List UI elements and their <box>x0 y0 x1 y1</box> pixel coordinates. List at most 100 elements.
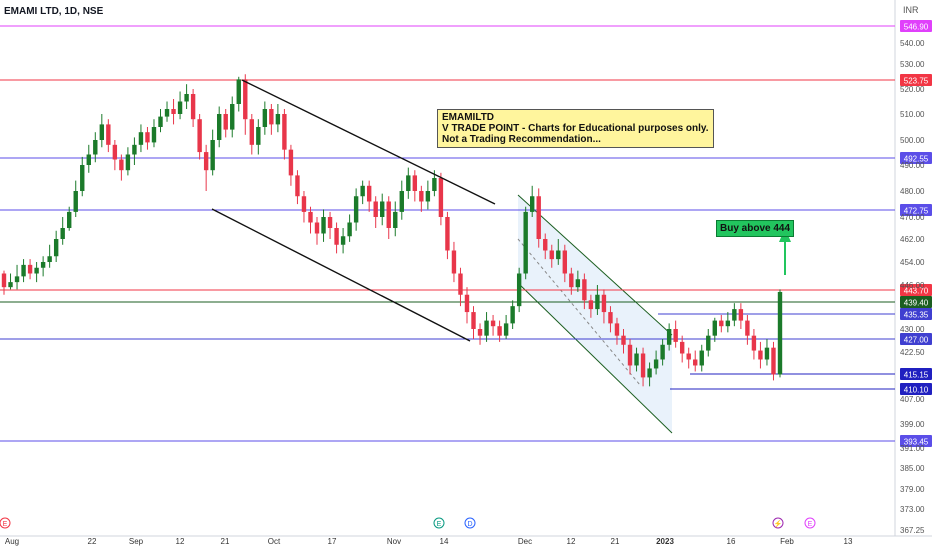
candle-body-94[interactable] <box>614 323 620 336</box>
candle-body-55[interactable] <box>360 185 365 197</box>
candle-body-87[interactable] <box>569 273 574 288</box>
buy-signal-label[interactable]: Buy above 444 <box>716 220 795 237</box>
candle-body-91[interactable] <box>595 294 600 310</box>
candle-body-100[interactable] <box>653 359 659 369</box>
candle-body-47[interactable] <box>308 211 313 223</box>
candle-body-93[interactable] <box>608 312 613 324</box>
event-marker-1[interactable] <box>433 517 445 529</box>
candle-body-44[interactable] <box>288 149 294 176</box>
candle-body-73[interactable] <box>477 329 483 336</box>
candle-body-25[interactable] <box>164 109 170 117</box>
candle-body-66[interactable] <box>432 178 437 191</box>
candle-body-69[interactable] <box>451 250 457 274</box>
candle-body-110[interactable] <box>719 320 724 327</box>
candle-body-59[interactable] <box>386 201 391 228</box>
trendline-upper[interactable] <box>241 79 496 205</box>
candle-body-58[interactable] <box>380 201 385 217</box>
candle-body-46[interactable] <box>301 196 307 212</box>
candle-body-108[interactable] <box>706 335 711 351</box>
candle-body-41[interactable] <box>269 109 274 125</box>
candle-body-71[interactable] <box>464 294 470 313</box>
event-marker-2[interactable] <box>464 517 476 529</box>
candle-body-27[interactable] <box>177 101 183 115</box>
candle-body-79[interactable] <box>516 273 522 307</box>
candle-body-82[interactable] <box>536 196 541 239</box>
candle-body-24[interactable] <box>158 116 163 127</box>
candle-body-57[interactable] <box>373 201 378 217</box>
candle-body-29[interactable] <box>190 94 196 120</box>
candle-body-36[interactable] <box>236 79 241 104</box>
candle-body-9[interactable] <box>60 228 65 239</box>
candle-body-104[interactable] <box>679 341 685 354</box>
candle-body-119[interactable] <box>777 291 783 375</box>
candle-body-85[interactable] <box>556 250 561 260</box>
candle-body-21[interactable] <box>138 132 144 145</box>
candle-body-35[interactable] <box>230 104 235 130</box>
candle-body-6[interactable] <box>40 262 46 268</box>
candle-body-28[interactable] <box>184 94 189 102</box>
candle-body-96[interactable] <box>627 344 633 366</box>
candle-body-1[interactable] <box>8 282 13 288</box>
candle-body-115[interactable] <box>751 335 757 351</box>
candle-body-117[interactable] <box>764 347 770 360</box>
candle-body-32[interactable] <box>210 140 215 171</box>
candle-body-19[interactable] <box>125 154 131 171</box>
candle-body-10[interactable] <box>67 211 72 228</box>
candle-body-116[interactable] <box>758 350 763 360</box>
candle-body-112[interactable] <box>732 309 737 321</box>
event-marker-3[interactable] <box>804 517 816 529</box>
candle-body-5[interactable] <box>34 267 39 274</box>
candle-body-22[interactable] <box>145 132 150 143</box>
candle-body-43[interactable] <box>282 114 287 150</box>
candle-body-31[interactable] <box>203 152 209 171</box>
candle-body-54[interactable] <box>353 196 359 223</box>
candle-body-80[interactable] <box>523 211 528 274</box>
candle-body-105[interactable] <box>686 353 691 360</box>
candle-body-15[interactable] <box>99 124 105 140</box>
candle-body-65[interactable] <box>425 191 431 202</box>
candle-body-84[interactable] <box>549 250 554 260</box>
candle-body-34[interactable] <box>223 114 228 130</box>
candle-body-62[interactable] <box>406 175 411 191</box>
candle-body-16[interactable] <box>106 124 111 145</box>
candle-body-81[interactable] <box>530 196 535 212</box>
candle-body-95[interactable] <box>621 335 626 345</box>
candle-body-61[interactable] <box>399 191 404 212</box>
candle-body-118[interactable] <box>771 347 776 375</box>
candle-body-83[interactable] <box>543 239 548 251</box>
candle-body-103[interactable] <box>673 329 678 342</box>
candle-body-8[interactable] <box>53 239 59 257</box>
candle-body-70[interactable] <box>458 273 463 295</box>
candle-body-113[interactable] <box>738 309 744 321</box>
event-marker-0[interactable] <box>0 517 11 529</box>
candle-body-97[interactable] <box>634 353 639 366</box>
candle-body-99[interactable] <box>647 368 652 378</box>
annotation-note[interactable]: EMAMILTD V TRADE POINT - Charts for Educ… <box>437 109 714 148</box>
candle-body-52[interactable] <box>340 236 346 245</box>
candle-body-78[interactable] <box>510 306 515 324</box>
candle-body-75[interactable] <box>490 320 496 327</box>
candle-body-109[interactable] <box>712 320 717 336</box>
candle-body-72[interactable] <box>471 312 476 329</box>
candle-body-88[interactable] <box>575 279 581 288</box>
candle-body-101[interactable] <box>660 344 665 360</box>
candle-body-17[interactable] <box>112 144 118 160</box>
candle-body-14[interactable] <box>93 140 98 155</box>
candle-body-114[interactable] <box>745 320 750 336</box>
candle-body-77[interactable] <box>503 323 509 336</box>
candle-body-76[interactable] <box>497 326 502 336</box>
candle-body-74[interactable] <box>484 320 489 336</box>
candle-body-20[interactable] <box>132 144 137 155</box>
candle-body-111[interactable] <box>725 320 731 327</box>
candle-body-40[interactable] <box>262 109 268 127</box>
candle-body-11[interactable] <box>73 191 78 212</box>
candle-body-49[interactable] <box>321 217 326 234</box>
candle-body-90[interactable] <box>588 300 594 310</box>
candle-body-51[interactable] <box>334 228 339 245</box>
candle-body-18[interactable] <box>119 159 124 171</box>
candle-body-53[interactable] <box>347 222 352 237</box>
event-marker-4[interactable] <box>772 517 784 529</box>
candle-body-67[interactable] <box>438 178 444 217</box>
candle-body-33[interactable] <box>216 114 222 140</box>
candle-body-2[interactable] <box>14 276 20 283</box>
